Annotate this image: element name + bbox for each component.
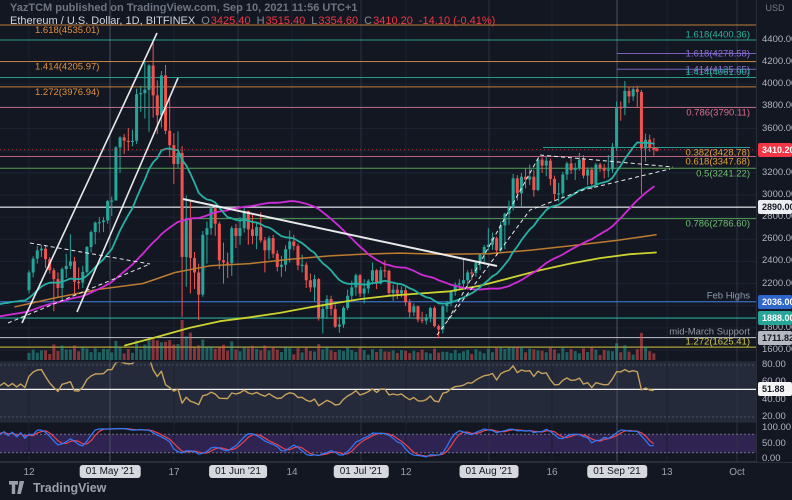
trendline	[21, 32, 158, 324]
level-label: Feb Highs	[707, 291, 751, 302]
time-axis-tick: 16	[546, 467, 558, 478]
sma100-line	[14, 234, 657, 308]
price-badge: 2890.00	[758, 200, 792, 215]
level-label: mid-March Support	[669, 327, 750, 338]
price-change: -14.10 (-0.41%)	[418, 15, 496, 27]
level-labels: 1.618(4535.01) 1.414(4205.97) 1.272(3976.9…	[35, 25, 750, 348]
price-badge: 1711.82	[758, 330, 792, 345]
trendline	[76, 77, 179, 313]
level-label: 1.414(4061.00)	[686, 67, 750, 78]
price-tick: 3000.00	[762, 188, 792, 200]
time-axis-month-badge: 01 Jul '21	[333, 465, 389, 478]
dashed-trendline	[7, 263, 151, 324]
candles	[27, 42, 656, 339]
price-tick: 2200.00	[762, 277, 792, 289]
ohlc-values: O 3425.40 H 3515.40 L 3354.60 C 3410.20	[201, 15, 413, 27]
trendline	[182, 198, 498, 267]
symbol-legend[interactable]: Ethereum / U.S. Dollar, 1D, BITFINEX O 34…	[10, 15, 495, 27]
time-axis-tick: 12	[23, 467, 35, 478]
level-label: 0.382(3428.78)	[686, 148, 750, 159]
price-tick: 3600.00	[762, 122, 792, 134]
time-axis-tick: Oct	[729, 467, 745, 478]
tradingview-logo-icon	[9, 481, 25, 494]
last-price-marker	[655, 147, 659, 152]
time-axis-month-badge: 01 Sep '21	[587, 465, 647, 478]
price-tick: 1600.00	[762, 343, 792, 355]
price-tick: 3800.00	[762, 100, 792, 112]
ohlc-h: H 3515.40	[256, 15, 306, 27]
stoch-tick: 50.00	[762, 437, 786, 449]
time-axis-tick: 17	[168, 467, 180, 478]
price-tick: 4000.00	[762, 78, 792, 90]
level-label: 1.272(1625.41)	[686, 337, 750, 348]
level-label: 1.414(4135.65)	[686, 64, 750, 75]
price-scale-unit: USD	[765, 3, 785, 13]
rsi-tick: 80.00	[762, 359, 786, 370]
time-axis-tick: 14	[286, 467, 298, 478]
level-label: 1.414(4205.97)	[35, 61, 99, 72]
stoch-band	[0, 434, 756, 453]
level-label: 0.618(3347.68)	[686, 156, 750, 167]
rsi-tick: 60.00	[762, 376, 786, 388]
publish-watermark: YazTCM published on TradingView.com, Sep…	[10, 2, 358, 14]
price-tick: 2400.00	[762, 255, 792, 267]
tradingview-logo-text: TradingView	[33, 481, 107, 495]
volume-bars	[27, 320, 656, 360]
chart-canvas[interactable]: 1.618(4535.01) 1.414(4205.97) 1.272(3976.9…	[0, 0, 756, 462]
rsi-tick: 20.00	[762, 411, 786, 423]
price-badge: 3410.20	[758, 142, 792, 157]
sma200-line	[124, 251, 657, 347]
stoch-k-line	[0, 427, 654, 458]
horizontal-levels	[0, 24, 756, 348]
price-tick: 2800.00	[762, 211, 792, 223]
level-label: 0.786(2786.60)	[686, 219, 750, 230]
time-axis-tick: 13	[661, 467, 673, 478]
time-axis[interactable]: 12 01 May '21 17 01 Jun '21 14 01 Jul '21 12 01…	[0, 462, 792, 481]
ohlc-l: L 3354.60	[311, 15, 359, 27]
dashed-trendline	[29, 242, 151, 265]
price-tick: 1800.00	[762, 321, 792, 333]
level-label: 1.272(3976.94)	[35, 87, 99, 98]
rsi-value-badge: 51.88	[758, 382, 792, 397]
trendlines[interactable]	[7, 32, 674, 336]
price-tick: 2600.00	[762, 233, 792, 245]
stoch-tick: 100.00	[762, 422, 792, 433]
time-axis-month-badge: 01 May '21	[79, 465, 141, 478]
price-scale-axis[interactable]: USD 4400.00 4200.00 4000.00 3800.00 3600.00 3…	[756, 0, 792, 464]
level-label: 1.618(4400.36)	[686, 29, 750, 40]
price-badge: 1888.00	[758, 311, 792, 326]
price-badge: 2036.00	[758, 294, 792, 309]
ohlc-o: O 3425.40	[201, 15, 251, 27]
dashed-trendline	[436, 168, 671, 336]
level-label: 0.786(3790.11)	[686, 108, 750, 119]
stoch-tick: 0.00	[762, 453, 781, 464]
ohlc-c: C 3410.20	[364, 15, 413, 27]
time-axis-month-badge: 01 Aug '21	[459, 465, 519, 478]
price-tick: 4400.00	[762, 34, 792, 45]
moving-averages	[0, 141, 657, 347]
time-axis-tick: 12	[400, 467, 412, 478]
price-tick: 3200.00	[762, 166, 792, 178]
rsi-tick: 40.00	[762, 393, 786, 405]
level-label: 1.618(4535.01)	[35, 25, 99, 36]
tradingview-logo[interactable]: TradingView	[9, 481, 106, 495]
level-label: 1.618(4278.58)	[686, 48, 750, 59]
level-label: 0.5(3241.22)	[696, 168, 750, 179]
sma50-line	[0, 185, 655, 318]
price-tick: 4200.00	[762, 56, 792, 68]
rsi-line	[0, 362, 654, 407]
time-axis-month-badge: 01 Jun '21	[209, 465, 267, 478]
symbol-title: Ethereum / U.S. Dollar, 1D, BITFINEX	[10, 15, 196, 27]
ema21-line	[0, 141, 655, 305]
